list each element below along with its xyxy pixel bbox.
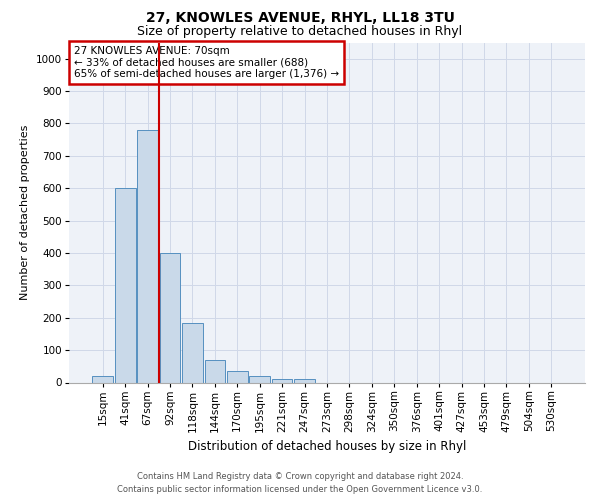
Bar — [137, 130, 158, 382]
Text: Contains HM Land Registry data © Crown copyright and database right 2024.
Contai: Contains HM Land Registry data © Crown c… — [118, 472, 482, 494]
Text: Size of property relative to detached houses in Rhyl: Size of property relative to detached ho… — [137, 24, 463, 38]
Bar — [92, 376, 113, 382]
Bar — [182, 322, 203, 382]
X-axis label: Distribution of detached houses by size in Rhyl: Distribution of detached houses by size … — [188, 440, 466, 453]
Bar — [250, 376, 270, 382]
Bar — [205, 360, 225, 382]
Bar — [272, 380, 292, 382]
Text: 27, KNOWLES AVENUE, RHYL, LL18 3TU: 27, KNOWLES AVENUE, RHYL, LL18 3TU — [146, 11, 454, 25]
Bar — [227, 371, 248, 382]
Bar — [115, 188, 136, 382]
Y-axis label: Number of detached properties: Number of detached properties — [20, 125, 31, 300]
Bar — [160, 253, 181, 382]
Bar — [294, 378, 315, 382]
Text: 27 KNOWLES AVENUE: 70sqm
← 33% of detached houses are smaller (688)
65% of semi-: 27 KNOWLES AVENUE: 70sqm ← 33% of detach… — [74, 46, 339, 79]
